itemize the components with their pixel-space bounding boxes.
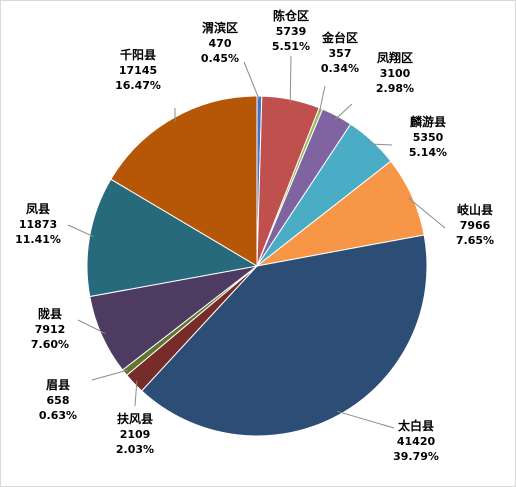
- slice-value-label: 7912: [35, 323, 66, 336]
- slice-label-11: 凤县 11873 11.41%: [15, 202, 61, 246]
- slice-name-label: 太白县: [398, 418, 434, 433]
- slice-percent-label: 2.03%: [116, 443, 154, 456]
- slice-percent-label: 39.79%: [393, 450, 439, 463]
- slice-label-1: 渭滨区 470 0.45%: [201, 20, 239, 65]
- slice-name-label: 麟游县: [410, 114, 446, 129]
- leader-line-1: [243, 61, 260, 101]
- slices-layer: [86, 95, 428, 437]
- slice-name-label: 金台区: [321, 30, 358, 45]
- slice-label-12: 千阳县 17145 16.47%: [115, 47, 161, 92]
- leader-line-6: [407, 197, 446, 229]
- slice-name-label: 陇县: [38, 306, 62, 321]
- slice-value-label: 41420: [397, 435, 436, 448]
- leader-line-10: [77, 319, 106, 335]
- slice-value-label: 17145: [119, 64, 157, 77]
- slice-percent-label: 0.63%: [39, 409, 77, 422]
- leader-line-9: [91, 369, 128, 381]
- slice-name-label: 凤县: [26, 202, 50, 216]
- slice-name-label: 渭滨区: [202, 20, 238, 35]
- slice-value-label: 470: [209, 37, 232, 50]
- slice-value-label: 5350: [413, 131, 444, 144]
- slice-name-label: 千阳县: [120, 47, 156, 62]
- slice-name-label: 岐山县: [457, 202, 493, 217]
- slice-label-3: 金台区 357 0.34%: [321, 30, 359, 75]
- slice-percent-label: 0.34%: [321, 62, 359, 75]
- pie-slice-12: [110, 95, 258, 267]
- slice-value-label: 11873: [19, 218, 57, 231]
- slice-label-4: 凤翔区 3100 2.98%: [376, 50, 414, 95]
- labels-layer: 渭滨区 470 0.45% 陈仓区 5739 5.51% 金台区 357 0.34% 凤翔区 310…: [15, 8, 494, 463]
- slice-label-6: 岐山县 7966 7.65%: [456, 202, 494, 247]
- slice-value-label: 7966: [460, 219, 491, 232]
- slice-value-label: 357: [329, 47, 352, 60]
- slice-label-8: 扶风县 2109 2.03%: [116, 411, 154, 456]
- slice-value-label: 3100: [380, 67, 411, 80]
- leader-line-2: [289, 55, 292, 104]
- leader-lines-layer: [67, 55, 446, 429]
- slice-percent-label: 2.98%: [376, 82, 414, 95]
- leader-line-11: [67, 224, 94, 238]
- leader-line-4: [334, 103, 353, 120]
- leader-line-7: [337, 410, 395, 429]
- slice-name-label: 眉县: [46, 378, 70, 392]
- slice-name-label: 凤翔区: [377, 50, 413, 65]
- slice-percent-label: 0.45%: [201, 52, 239, 65]
- slice-percent-label: 11.41%: [15, 233, 61, 246]
- leader-line-8: [134, 380, 138, 407]
- slice-percent-label: 7.60%: [31, 338, 69, 351]
- slice-percent-label: 7.65%: [456, 234, 494, 247]
- slice-value-label: 2109: [120, 428, 151, 441]
- slice-value-label: 5739: [276, 25, 307, 38]
- slice-percent-label: 5.51%: [272, 40, 310, 53]
- pie-slice-7: [140, 234, 428, 437]
- slice-label-2: 陈仓区 5739 5.51%: [272, 8, 310, 53]
- leader-line-3: [318, 85, 326, 113]
- slice-value-label: 658: [47, 394, 70, 407]
- slice-name-label: 陈仓区: [273, 8, 309, 23]
- slice-name-label: 扶风县: [117, 411, 153, 426]
- slice-percent-label: 5.14%: [409, 146, 447, 159]
- pie-slice-11: [86, 178, 259, 298]
- slice-label-9: 眉县 658 0.63%: [39, 378, 77, 422]
- slice-label-5: 麟游县 5350 5.14%: [409, 114, 447, 159]
- slice-label-10: 陇县 7912 7.60%: [31, 306, 69, 351]
- slice-label-7: 太白县 41420 39.79%: [393, 418, 439, 463]
- slice-percent-label: 16.47%: [115, 79, 161, 92]
- leader-line-5: [369, 143, 393, 146]
